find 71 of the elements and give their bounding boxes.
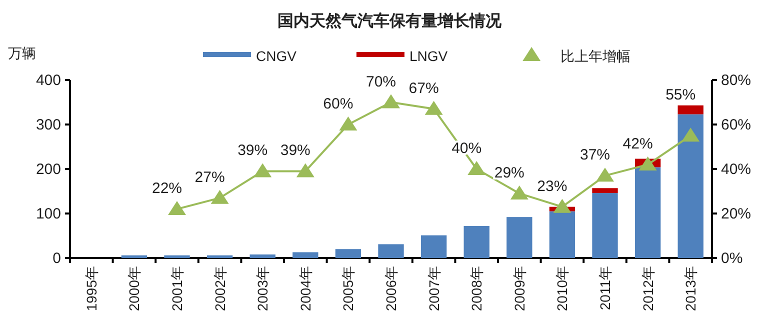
legend-label: 比上年增幅 (560, 48, 631, 64)
point (553, 198, 572, 213)
bar (678, 114, 704, 258)
data-label: 22% (152, 180, 182, 198)
point (638, 156, 657, 171)
point (682, 128, 700, 142)
y-tick-label: 0 (52, 250, 61, 267)
data-label: 27% (194, 168, 225, 186)
x-tick-label: 2003年 (254, 266, 271, 312)
chart-title: 国内天然气汽车保有量增长情况 (278, 12, 502, 30)
x-tick-label: 2009年 (511, 266, 528, 312)
bar (292, 252, 318, 258)
y-tick-label: 400 (36, 72, 61, 89)
point (210, 190, 229, 204)
bar (164, 255, 190, 258)
y-tick-label: 300 (36, 116, 61, 134)
bar (678, 105, 704, 114)
x-tick-label: 2005年 (340, 266, 356, 312)
x-tick-label: 2001年 (169, 266, 185, 312)
legend-label: CNGV (256, 48, 298, 64)
y2-tick-label: 20% (721, 206, 752, 222)
x-tick-label: 2013年 (682, 266, 699, 312)
x-tick-label: 2002年 (212, 266, 228, 312)
data-label: 23% (537, 178, 568, 195)
data-label: 60% (323, 96, 354, 112)
bar (464, 226, 490, 258)
data-label: 55% (666, 86, 696, 104)
x-tick-label: 2007年 (426, 266, 442, 312)
point (468, 161, 486, 175)
bar (634, 167, 661, 258)
bar (250, 254, 276, 258)
x-tick-label: 2004年 (297, 266, 314, 312)
data-label: 42% (622, 136, 653, 153)
x-tick-label: 2000年 (126, 266, 142, 312)
bar (592, 193, 618, 258)
x-tick-label: 2010年 (554, 266, 570, 312)
point (382, 94, 400, 108)
y2-tick-label: 60% (721, 116, 752, 134)
y2-tick-label: 40% (721, 161, 752, 178)
y-axis-title: 万辆 (8, 45, 36, 61)
point (424, 100, 443, 115)
bar (378, 244, 404, 258)
y2-tick-label: 0% (721, 250, 743, 267)
legend-label: LNGV (409, 48, 448, 64)
bar (506, 217, 532, 258)
data-label: 37% (580, 146, 610, 164)
bar (206, 255, 233, 258)
point (296, 163, 314, 178)
bar (549, 211, 576, 258)
y2-tick-label: 80% (721, 72, 752, 89)
x-tick-label: 2008年 (468, 266, 485, 312)
y-tick-label: 200 (36, 161, 61, 178)
bar (121, 255, 148, 258)
data-label: 70% (366, 73, 396, 90)
data-label: 29% (494, 164, 524, 182)
bar (335, 249, 362, 258)
x-tick-label: 2012年 (640, 266, 656, 312)
point (339, 116, 358, 130)
x-tick-label: 2006年 (383, 266, 399, 312)
bar (420, 235, 447, 258)
point (510, 185, 528, 200)
data-label: 39% (280, 142, 310, 160)
x-tick-label: 1995年 (83, 266, 100, 312)
data-label: 39% (238, 142, 268, 160)
data-label: 67% (408, 80, 439, 97)
point (254, 163, 272, 178)
bar (592, 188, 618, 194)
point (596, 168, 614, 182)
y-tick-label: 100 (36, 206, 61, 222)
x-tick-label: 2011年 (597, 266, 613, 310)
point (168, 201, 186, 216)
